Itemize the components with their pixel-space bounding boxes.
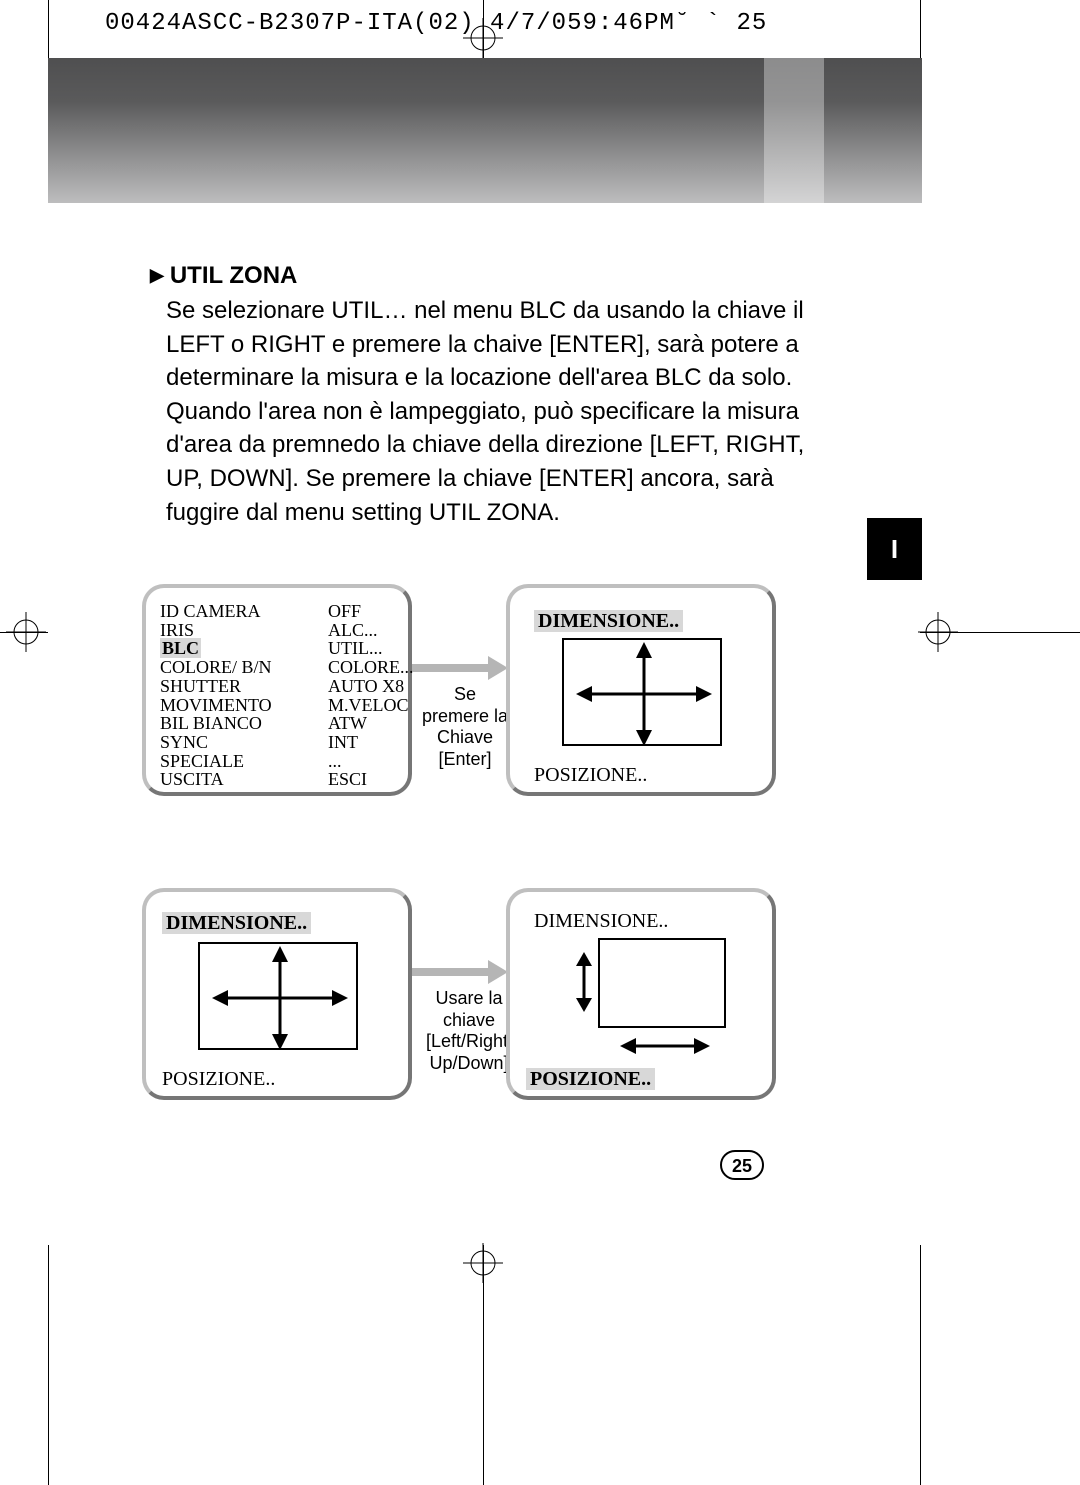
menu-item-value: OFF <box>328 602 408 621</box>
menu-item-value: UTIL... <box>328 639 408 658</box>
crop-mark <box>48 0 49 58</box>
menu-item-name: SYNC <box>160 733 328 752</box>
header-banner <box>48 58 922 203</box>
area-box <box>562 638 722 746</box>
arrow-right-icon <box>412 656 508 685</box>
crop-mark <box>920 1245 921 1485</box>
menu-item-name: USCITA <box>160 770 328 789</box>
dimensione-panel-1: DIMENSIONE.. POSIZIONE.. <box>506 584 776 796</box>
area-box <box>198 942 358 1050</box>
menu-item-name: COLORE/ B/N <box>160 658 328 677</box>
dimensione-label: DIMENSIONE.. <box>534 910 668 933</box>
document-header: 00424ASCC-B2307P-ITA(02) 4/7/059:46PM˘ `… <box>105 10 767 37</box>
menu-item-value: AUTO X8 <box>328 677 408 696</box>
posizione-label: POSIZIONE.. <box>526 1068 655 1091</box>
registration-mark-icon <box>463 1243 503 1283</box>
posizione-panel: DIMENSIONE.. POSIZIONE.. <box>506 888 776 1100</box>
menu-row: USCITAESCI <box>160 770 408 789</box>
menu-item-name: MOVIMENTO <box>160 696 328 715</box>
menu-item-value: ... <box>328 752 408 771</box>
menu-item-name: SHUTTER <box>160 677 328 696</box>
dimensione-panel-2: DIMENSIONE.. POSIZIONE.. <box>142 888 412 1100</box>
menu-item-value: ESCI <box>328 770 408 789</box>
registration-mark-icon <box>6 612 46 652</box>
menu-row: BIL BIANCOATW <box>160 714 408 733</box>
registration-mark-icon <box>918 612 958 652</box>
cross-arrows-icon <box>564 640 724 748</box>
section-title-text: UTIL ZONA <box>170 262 298 289</box>
connector-label-2: Usare la chiave [Left/Right/ Up/Down] <box>426 988 512 1074</box>
menu-item-value: ATW <box>328 714 408 733</box>
menu-row: MOVIMENTOM.VELOC <box>160 696 408 715</box>
crop-mark <box>920 0 921 58</box>
banner-highlight <box>764 58 824 203</box>
menu-item-value: INT <box>328 733 408 752</box>
menu-row: BLCUTIL... <box>160 639 408 658</box>
connector-label-1: Se premere la Chiave [Enter] <box>420 684 510 770</box>
page-number: 25 <box>720 1150 764 1180</box>
horizontal-arrow-icon <box>620 1034 710 1058</box>
menu-item-name: BLC <box>160 639 328 658</box>
menu-item-name: BIL BIANCO <box>160 714 328 733</box>
menu-panel: ID CAMERAOFFIRISALC...BLCUTIL...COLORE/ … <box>142 584 412 796</box>
menu-row: SPECIALE... <box>160 752 408 771</box>
menu-row: SHUTTERAUTO X8 <box>160 677 408 696</box>
posizione-label: POSIZIONE.. <box>162 1068 275 1091</box>
section-body: Se selezionare UTIL… nel menu BLC da usa… <box>150 294 830 529</box>
menu-row: ID CAMERAOFF <box>160 602 408 621</box>
menu-row: IRISALC... <box>160 621 408 640</box>
menu-row: COLORE/ B/NCOLORE... <box>160 658 408 677</box>
menu-row: SYNCINT <box>160 733 408 752</box>
menu-item-name: IRIS <box>160 621 328 640</box>
crop-mark <box>48 1245 49 1485</box>
section-title: ▶ UTIL ZONA <box>150 262 830 290</box>
menu-item-value: M.VELOC <box>328 696 408 715</box>
dimensione-label: DIMENSIONE.. <box>534 610 683 633</box>
menu-item-name: SPECIALE <box>160 752 328 771</box>
menu-item-name: ID CAMERA <box>160 602 328 621</box>
menu-item-value: COLORE... <box>328 658 408 677</box>
util-zona-section: ▶ UTIL ZONA Se selezionare UTIL… nel menu… <box>150 262 830 529</box>
triangle-marker-icon: ▶ <box>150 265 164 285</box>
cross-arrows-icon <box>200 944 360 1052</box>
menu-table: ID CAMERAOFFIRISALC...BLCUTIL...COLORE/ … <box>160 602 408 789</box>
dimensione-label: DIMENSIONE.. <box>162 912 311 935</box>
vertical-arrow-icon <box>570 952 598 1012</box>
posizione-label: POSIZIONE.. <box>534 764 647 787</box>
area-box <box>598 938 726 1028</box>
arrow-right-icon <box>412 960 508 989</box>
language-tab: I <box>867 518 922 580</box>
menu-item-value: ALC... <box>328 621 408 640</box>
